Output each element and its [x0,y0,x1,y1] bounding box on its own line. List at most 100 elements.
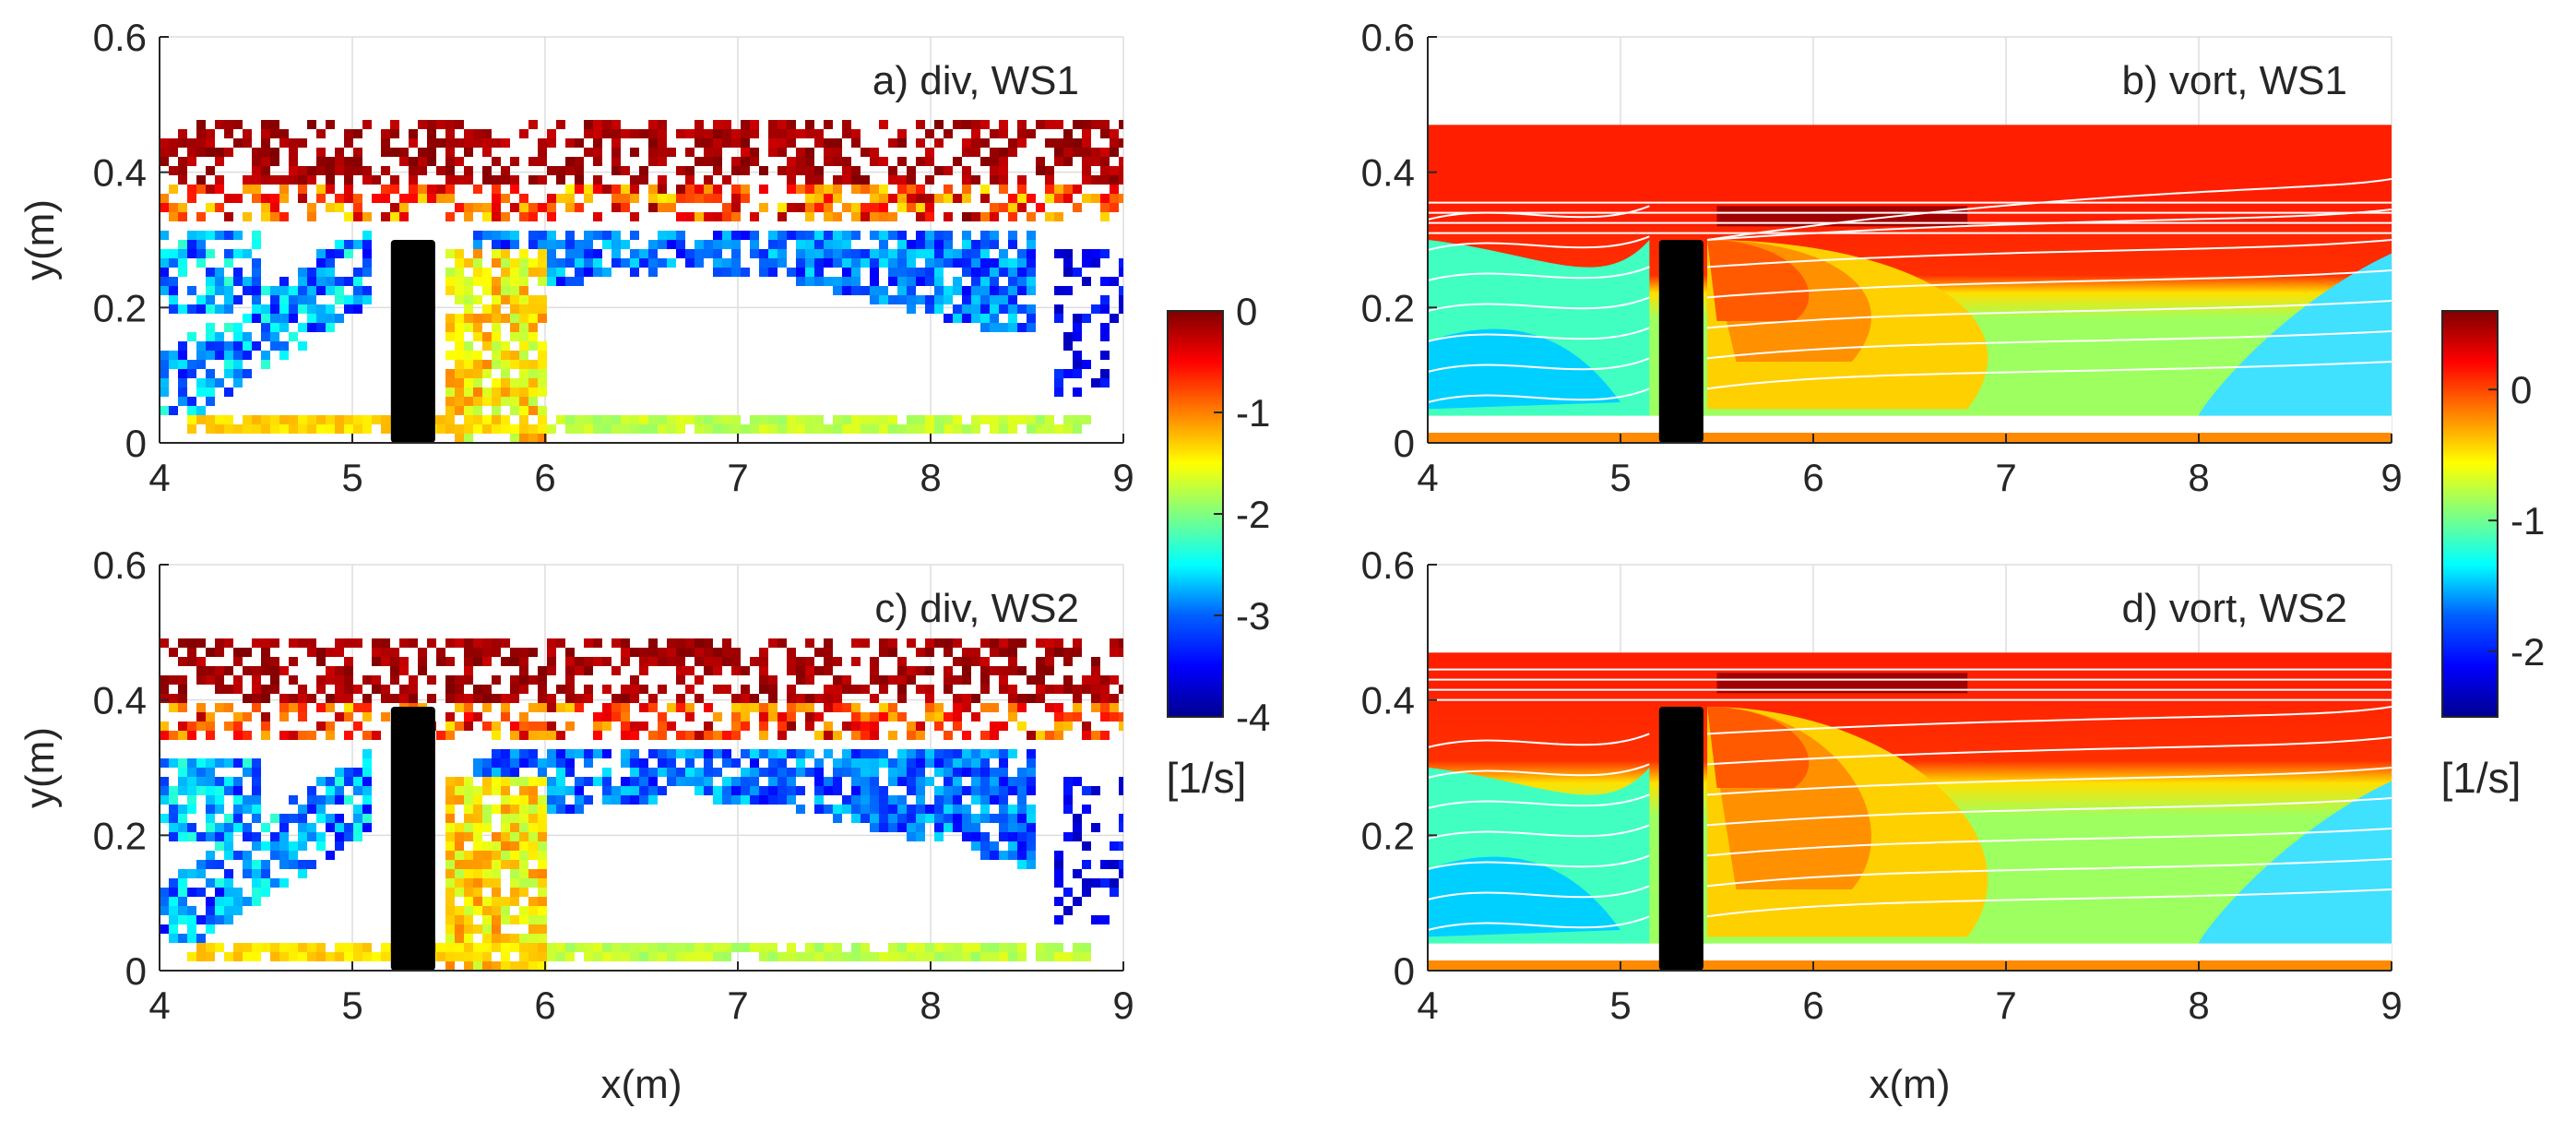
div-cell [492,897,501,906]
div-cell [611,258,621,268]
div-cell [362,268,372,277]
div-cell [768,685,778,694]
div-cell [1017,194,1027,203]
div-cell [722,231,731,240]
div-cell [944,314,953,323]
div-cell [519,129,528,138]
div-cell [1008,295,1017,304]
div-cell [870,194,879,203]
div-cell [704,148,713,157]
div-cell [252,878,261,888]
div-cell [1008,943,1017,952]
div-cell [538,777,547,786]
div-cell [888,194,897,203]
div-cell [630,258,639,268]
div-cell [510,685,519,694]
div-cell [316,657,326,666]
div-cell [1017,120,1027,129]
div-cell [861,786,870,795]
div-cell [169,675,178,685]
div-cell [685,768,694,777]
div-cell [233,897,243,906]
div-cell [787,694,796,703]
div-cell [206,129,215,138]
div-cell [464,657,473,666]
div-cell [1119,777,1123,786]
obstacle-block [390,707,435,971]
div-cell [851,685,861,694]
div-cell [326,203,335,212]
div-cell [196,360,206,369]
div-cell [796,277,805,286]
div-cell [667,943,676,952]
div-cell [418,657,427,666]
div-cell [759,415,768,424]
div-cell [538,805,547,814]
div-cell [344,185,353,194]
div-cell [270,286,279,295]
div-cell [916,194,925,203]
panel-b: 4 5 6 7 8 900.20.40.6b) vort, WS1 [1361,16,2403,499]
div-cell [980,703,990,712]
div-cell [1110,675,1119,685]
div-cell [907,424,916,434]
div-cell [427,120,436,129]
div-cell [206,286,215,295]
div-cell [713,212,722,221]
div-cell [916,731,925,740]
div-cell [473,768,482,777]
div-cell [916,212,925,221]
div-cell [445,961,455,971]
div-cell [731,657,741,666]
div-cell [362,694,372,703]
div-cell [944,424,953,434]
div-cell [888,768,897,777]
div-cell [584,129,593,138]
div-cell [944,777,953,786]
div-cell [630,758,639,768]
div-cell [289,731,298,740]
div-cell [621,943,630,952]
div-cell [1008,286,1017,295]
div-cell [187,231,196,240]
colorbar-tick-label: -2 [2511,630,2545,674]
div-cell [473,878,482,888]
div-cell [593,657,602,666]
div-cell [842,175,851,185]
div-cell [796,185,805,194]
div-cell [768,675,778,685]
div-cell [971,424,980,434]
div-cell [178,832,187,841]
div-cell [492,240,501,249]
div-cell [842,268,851,277]
div-cell [1119,786,1123,795]
div-cell [279,851,289,860]
div-cell [233,323,243,332]
div-cell [611,120,621,129]
div-cell [261,203,270,212]
div-cell [611,148,621,157]
div-cell [1027,268,1036,277]
div-cell [261,157,270,166]
y-tick-label: 0 [125,422,147,465]
div-cell [934,721,944,731]
div-cell [326,175,335,185]
div-cell [611,666,621,675]
div-cell [999,943,1008,952]
div-cell [196,212,206,221]
div-cell [187,194,196,203]
div-cell [528,897,538,906]
div-cell [639,657,648,666]
div-cell [1073,823,1082,832]
div-cell [648,138,658,148]
div-cell [381,657,390,666]
div-cell [501,841,510,851]
div-cell [326,268,335,277]
div-cell [556,758,565,768]
div-cell [510,758,519,768]
div-cell [215,120,224,129]
div-cell [298,805,307,814]
div-cell [519,268,528,277]
div-cell [187,777,196,786]
div-cell [455,120,464,129]
